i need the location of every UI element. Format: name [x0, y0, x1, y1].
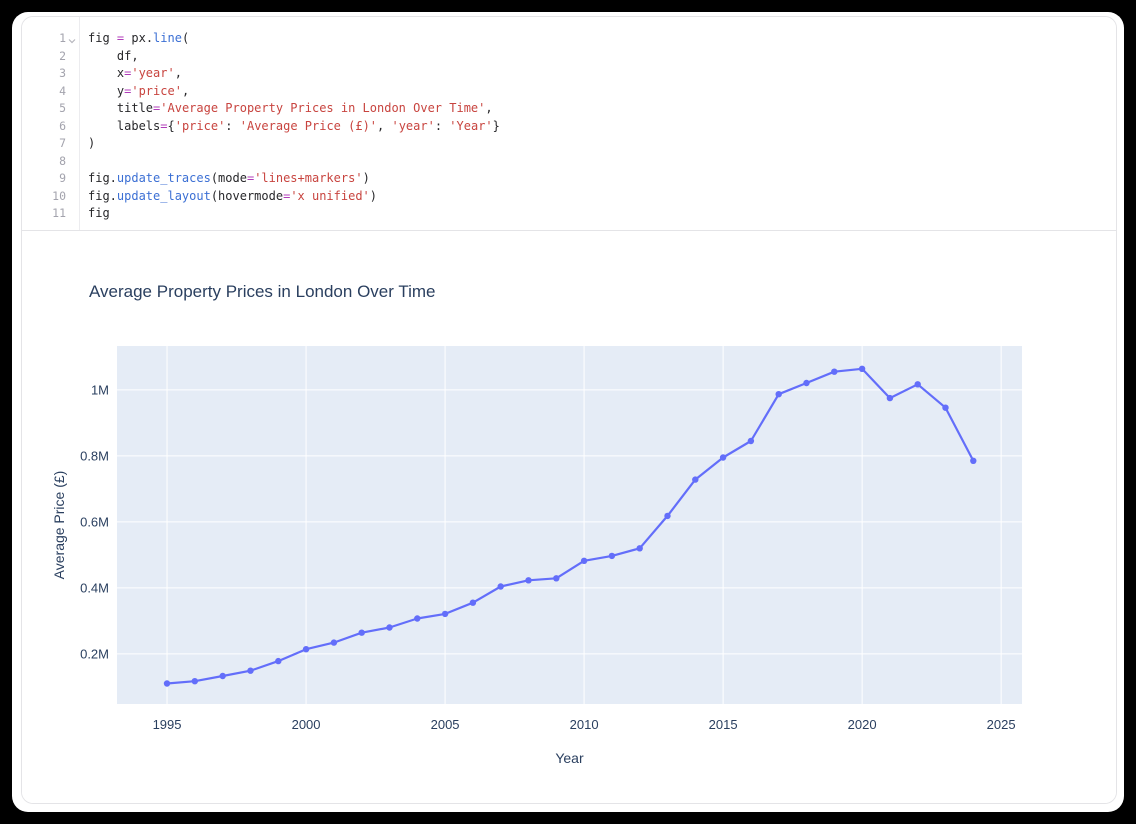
- data-point-marker[interactable]: [580, 557, 588, 564]
- line-number: 4: [59, 83, 66, 98]
- data-point-marker[interactable]: [330, 639, 338, 646]
- code-editor[interactable]: 1 fig = px.line(2 df, 3 x='year', 4 y='pric…: [22, 17, 1116, 231]
- code-text: fig: [88, 206, 110, 220]
- line-number: 6: [59, 118, 66, 133]
- line-number: 5: [59, 101, 66, 115]
- data-point-marker[interactable]: [803, 379, 810, 387]
- data-point-marker[interactable]: [358, 629, 365, 636]
- code-line[interactable]: 6 labels={'price': 'Average Price (£)', …: [22, 118, 1116, 136]
- x-tick-label: 1995: [153, 717, 182, 732]
- data-point-marker[interactable]: [914, 381, 921, 388]
- fold-chevron-icon[interactable]: [67, 34, 77, 44]
- data-point-marker[interactable]: [497, 583, 504, 590]
- data-point-marker[interactable]: [275, 657, 282, 665]
- code-line[interactable]: 5 title='Average Property Prices in Lond…: [22, 100, 1116, 118]
- price-line[interactable]: [165, 367, 975, 685]
- line-number: 10: [52, 188, 66, 203]
- line-number: 1: [59, 31, 66, 45]
- y-tick-label: 0.2M: [80, 646, 109, 661]
- data-point-marker[interactable]: [525, 577, 532, 584]
- code-text: title='Average Property Prices in London…: [88, 101, 493, 115]
- line-number: 2: [59, 48, 66, 63]
- chart-title: Average Property Prices in London Over T…: [89, 282, 435, 301]
- code-line[interactable]: 4 y='price',: [22, 83, 1116, 101]
- code-line[interactable]: 3 x='year',: [22, 65, 1116, 83]
- code-text: x='year',: [88, 66, 182, 80]
- data-point-marker[interactable]: [775, 391, 782, 398]
- data-point-marker[interactable]: [831, 368, 838, 375]
- data-point-marker[interactable]: [191, 678, 198, 685]
- data-point-marker[interactable]: [163, 680, 171, 687]
- code-line[interactable]: 11 fig: [22, 205, 1116, 223]
- x-tick-label: 2010: [570, 717, 599, 732]
- x-tick-label: 2020: [848, 717, 877, 732]
- code-text: fig.update_traces(mode='lines+markers'): [88, 171, 370, 185]
- data-point-marker[interactable]: [469, 599, 477, 606]
- y-tick-label: 0.6M: [80, 514, 109, 529]
- data-point-marker[interactable]: [719, 454, 727, 461]
- data-point-marker[interactable]: [247, 667, 254, 674]
- code-line[interactable]: 7): [22, 135, 1116, 153]
- code-line[interactable]: 10 fig.update_layout(hovermode='x unified…: [22, 188, 1116, 206]
- code-text: df,: [88, 48, 139, 63]
- notebook-card: 1 fig = px.line(2 df, 3 x='year', 4 y='pric…: [12, 12, 1124, 812]
- data-point-marker[interactable]: [219, 672, 226, 680]
- code-text: fig.update_layout(hovermode='x unified'): [88, 188, 378, 203]
- code-line[interactable]: 1 fig = px.line(: [22, 30, 1116, 48]
- y-tick-label: 1M: [91, 382, 109, 397]
- data-point-marker[interactable]: [692, 476, 699, 483]
- line-number: 9: [59, 171, 66, 185]
- line-number: 11: [52, 206, 66, 220]
- gutter-separator: [79, 17, 80, 230]
- x-axis-title: Year: [555, 750, 584, 766]
- data-point-marker[interactable]: [608, 552, 616, 560]
- x-tick-label: 2025: [987, 717, 1016, 732]
- data-point-marker[interactable]: [747, 437, 755, 445]
- x-tick-label: 2005: [431, 717, 460, 732]
- y-tick-label: 0.8M: [80, 448, 109, 463]
- data-point-marker[interactable]: [970, 457, 977, 464]
- data-point-marker[interactable]: [942, 404, 949, 411]
- code-text: ): [88, 136, 96, 150]
- plot-area[interactable]: [117, 346, 1022, 704]
- code-line[interactable]: 8: [22, 153, 1116, 171]
- y-tick-label: 0.4M: [80, 580, 109, 595]
- line-number: 8: [59, 153, 66, 168]
- code-line[interactable]: 2 df,: [22, 48, 1116, 66]
- data-point-marker[interactable]: [858, 365, 866, 372]
- notebook-cell: 1 fig = px.line(2 df, 3 x='year', 4 y='pric…: [21, 16, 1117, 804]
- y-axis-title: Average Price (£): [51, 471, 67, 580]
- data-point-marker[interactable]: [414, 615, 421, 622]
- line-number: 3: [59, 66, 66, 80]
- data-point-marker[interactable]: [386, 624, 393, 631]
- chart-output-area: 1995 2000 2005 2010 2015 2020 2025 0.2M 0.4M 0.6M…: [22, 231, 1117, 804]
- x-tick-label: 2015: [709, 717, 738, 732]
- code-line[interactable]: 9 fig.update_traces(mode='lines+markers'): [22, 170, 1116, 188]
- property-price-line-chart[interactable]: 1995 2000 2005 2010 2015 2020 2025 0.2M 0.4M 0.6M…: [22, 231, 1117, 804]
- code-text: labels={'price': 'Average Price (£)', 'y…: [88, 118, 500, 133]
- data-point-marker[interactable]: [886, 394, 894, 402]
- data-point-marker[interactable]: [441, 610, 449, 618]
- data-point-marker[interactable]: [302, 646, 310, 653]
- data-point-marker[interactable]: [553, 575, 560, 582]
- x-tick-label: 2000: [292, 717, 321, 732]
- code-text: fig = px.line(: [88, 31, 190, 45]
- data-point-marker[interactable]: [664, 512, 671, 520]
- line-number: 7: [59, 136, 66, 150]
- code-text: y='price',: [88, 83, 190, 98]
- data-point-marker[interactable]: [636, 545, 643, 552]
